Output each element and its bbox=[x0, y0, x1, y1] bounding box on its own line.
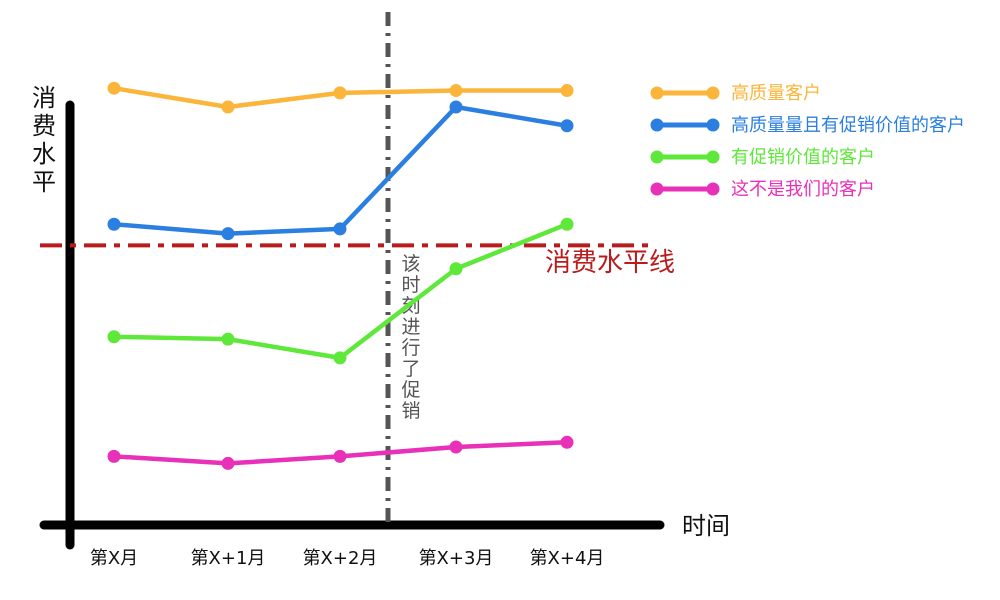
x-ticks: 第X月 第X+1月 第X+2月 第X+3月 第X+4月 bbox=[90, 548, 605, 569]
legend-marker bbox=[706, 86, 720, 100]
data-point bbox=[333, 222, 347, 236]
data-point bbox=[560, 217, 574, 231]
data-point bbox=[560, 84, 574, 98]
legend-marker bbox=[650, 150, 664, 164]
data-point bbox=[560, 119, 574, 133]
data-point bbox=[333, 351, 347, 365]
threshold-label: 消费水平线 bbox=[545, 248, 675, 278]
x-tick-label: 第X+4月 bbox=[530, 548, 605, 569]
x-tick-label: 第X月 bbox=[90, 548, 138, 569]
data-point bbox=[560, 435, 574, 449]
y-axis-label: 消费水平 bbox=[32, 84, 56, 196]
data-point bbox=[221, 332, 235, 346]
data-point bbox=[221, 456, 235, 470]
data-point bbox=[107, 449, 121, 463]
data-point bbox=[449, 100, 463, 114]
promotion-event-label: 该时刻进行了促销 bbox=[401, 253, 420, 422]
x-tick-label: 第X+2月 bbox=[303, 548, 378, 569]
data-point bbox=[449, 84, 463, 98]
legend-marker bbox=[650, 86, 664, 100]
data-point bbox=[221, 100, 235, 114]
data-point bbox=[333, 86, 347, 100]
data-point bbox=[107, 217, 121, 231]
series-line bbox=[111, 104, 570, 236]
data-point bbox=[449, 262, 463, 276]
x-tick-label: 第X+1月 bbox=[191, 548, 266, 569]
data-point bbox=[221, 227, 235, 241]
legend-marker bbox=[650, 118, 664, 132]
data-point bbox=[107, 81, 121, 95]
series-lines bbox=[107, 81, 574, 470]
legend-marker bbox=[650, 182, 664, 196]
data-point bbox=[333, 449, 347, 463]
legend-label: 高质量量且有促销价值的客户 bbox=[731, 115, 965, 136]
legend-marker bbox=[706, 150, 720, 164]
legend-label: 有促销价值的客户 bbox=[731, 147, 875, 168]
data-point bbox=[107, 330, 121, 344]
legend-label: 这不是我们的客户 bbox=[731, 179, 875, 200]
legend-label: 高质量客户 bbox=[731, 83, 821, 104]
legend-marker bbox=[706, 118, 720, 132]
legend-marker bbox=[706, 182, 720, 196]
data-point bbox=[449, 440, 463, 454]
x-axis-label: 时间 bbox=[682, 512, 730, 540]
x-tick-label: 第X+3月 bbox=[419, 548, 494, 569]
